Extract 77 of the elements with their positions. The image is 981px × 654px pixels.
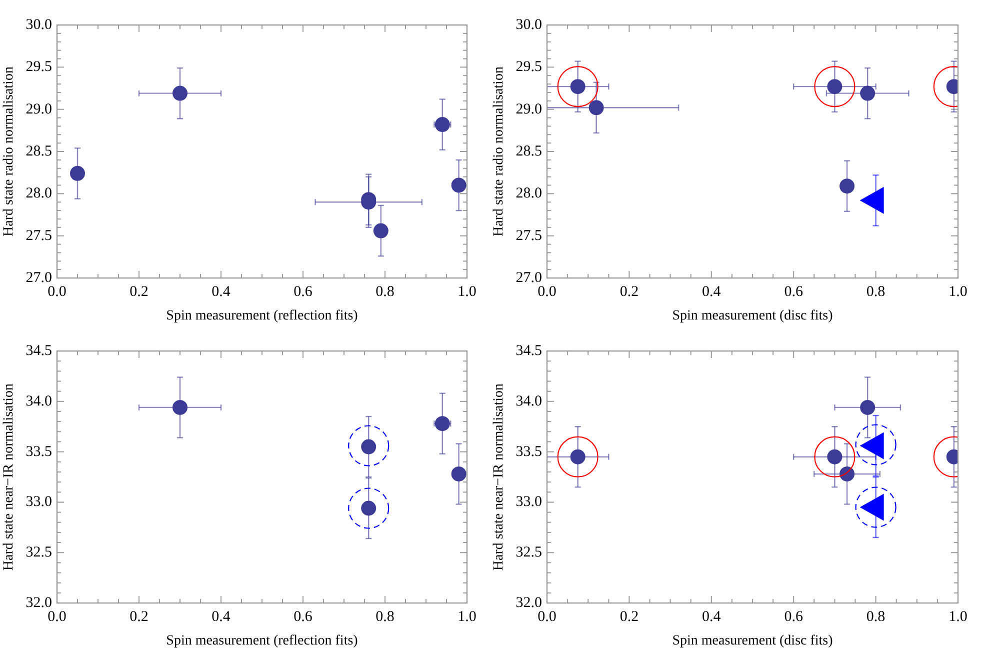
y-tick-label: 29.5: [26, 59, 52, 76]
y-tick-label: 34.5: [26, 343, 52, 359]
y-tick-label: 32.5: [26, 544, 52, 561]
x-axis-title: Spin measurement (reflection fits): [166, 308, 358, 324]
x-tick-label: 1.0: [458, 284, 476, 300]
y-tick-label: 27.5: [516, 228, 542, 244]
y-tick-label: 29.5: [516, 59, 542, 76]
x-axis-title: Spin measurement (disc fits): [672, 634, 834, 648]
point: [348, 488, 390, 529]
x-tick-label: 0.8: [866, 609, 886, 625]
y-tick-label: 33.5: [516, 444, 542, 460]
y-tick-label: 32.0: [26, 595, 52, 611]
point: [434, 117, 450, 132]
point: [348, 425, 390, 466]
x-tick-label: 0.2: [620, 609, 639, 625]
point: [860, 400, 876, 415]
x-tick-label: 0.8: [866, 284, 886, 300]
point: [70, 166, 85, 181]
point: [373, 223, 388, 238]
x-axis-title: Spin measurement (reflection fits): [166, 634, 358, 648]
y-tick-label: 28.0: [516, 186, 542, 202]
y-axis-title: Hard state near−IR normalisation: [2, 383, 16, 571]
y-tick-label: 27.5: [26, 228, 52, 244]
x-tick-label: 0.4: [702, 609, 722, 625]
y-tick-label: 30.0: [26, 17, 52, 33]
y-tick-label: 33.0: [26, 494, 52, 510]
y-tick-label: 29.0: [26, 101, 52, 118]
point: [434, 416, 450, 432]
point: [814, 66, 856, 108]
point: [557, 66, 598, 108]
y-axis-title: Hard state near−IR normalisation: [492, 383, 506, 571]
x-tick-label: 1.0: [458, 609, 476, 625]
point: [451, 466, 466, 482]
x-tick-label: 0.6: [294, 284, 313, 300]
x-tick-label: 0.0: [48, 609, 66, 625]
y-tick-label: 27.0: [26, 270, 52, 286]
y-tick-label: 28.0: [26, 186, 52, 202]
point: [588, 100, 604, 116]
y-tick-label: 30.0: [516, 17, 542, 33]
y-tick-label: 34.0: [26, 393, 52, 410]
x-tick-label: 0.6: [784, 284, 804, 300]
x-tick-label: 0.6: [294, 609, 313, 625]
x-tick-label: 1.0: [948, 284, 968, 300]
x-tick-label: 1.0: [948, 609, 968, 625]
x-tick-label: 0.4: [212, 609, 231, 625]
point: [840, 178, 855, 194]
y-tick-label: 33.5: [26, 444, 52, 460]
y-tick-label: 33.0: [516, 494, 542, 510]
x-tick-label: 0.0: [538, 284, 556, 300]
x-tick-label: 0.8: [376, 284, 394, 300]
point: [172, 400, 188, 415]
y-axis-title: Hard state radio normalisation: [492, 66, 506, 236]
x-tick-label: 0.2: [130, 609, 148, 625]
y-tick-label: 32.5: [516, 544, 542, 561]
point: [860, 86, 876, 101]
y-tick-label: 28.5: [26, 144, 52, 160]
x-tick-label: 0.2: [620, 284, 639, 300]
y-tick-label: 27.0: [516, 270, 542, 286]
y-tick-label: 34.0: [516, 393, 542, 410]
y-axis-title: Hard state radio normalisation: [2, 66, 16, 236]
x-tick-label: 0.0: [48, 284, 66, 300]
x-tick-label: 0.2: [130, 284, 148, 300]
y-tick-label: 34.5: [516, 343, 542, 359]
y-tick-label: 28.5: [516, 144, 542, 160]
x-tick-label: 0.4: [212, 284, 231, 300]
point: [557, 436, 598, 478]
x-tick-label: 0.8: [376, 609, 394, 625]
point: [814, 436, 856, 478]
x-axis-title: Spin measurement (disc fits): [672, 308, 834, 324]
x-tick-label: 0.4: [702, 284, 722, 300]
point: [451, 178, 466, 193]
point: [172, 86, 188, 101]
x-tick-label: 0.6: [784, 609, 804, 625]
x-tick-label: 0.0: [538, 609, 556, 625]
y-tick-label: 29.0: [516, 101, 542, 118]
point: [840, 466, 855, 482]
y-tick-label: 32.0: [516, 595, 542, 611]
